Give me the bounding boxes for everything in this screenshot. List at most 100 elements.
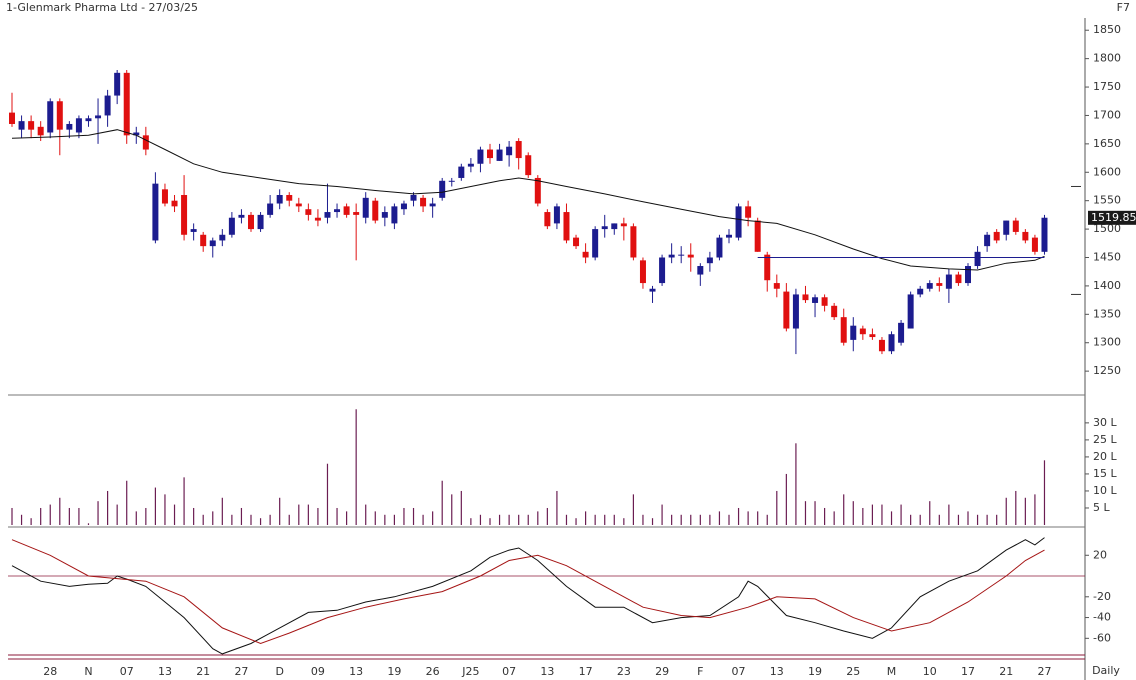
candle-body: [1012, 220, 1019, 232]
x-tick-label: 13: [158, 665, 172, 678]
x-tick-label: 29: [655, 665, 669, 678]
candle-body: [85, 118, 92, 122]
candle-body: [458, 166, 465, 178]
candle-body: [687, 254, 694, 258]
y-tick-label: 1800: [1093, 52, 1121, 65]
y-tick-label: 1700: [1093, 108, 1121, 121]
candle-body: [659, 257, 666, 284]
candle-body: [1031, 237, 1038, 252]
candle-body: [888, 334, 895, 352]
candle-body: [639, 260, 646, 284]
x-tick-label: 13: [349, 665, 363, 678]
y-tick-label: 1550: [1093, 194, 1121, 207]
candle-body: [238, 214, 245, 218]
candle-body: [611, 223, 618, 230]
x-tick-label: 07: [502, 665, 516, 678]
y-tick-label: -60: [1093, 631, 1111, 644]
y-tick-label: 25 L: [1093, 433, 1117, 446]
candle-body: [56, 101, 63, 130]
x-tick-label: N: [84, 665, 92, 678]
x-tick-label: 27: [234, 665, 248, 678]
candle-body: [267, 203, 274, 215]
candle-body: [773, 283, 780, 289]
candle-body: [353, 212, 360, 215]
y-tick-label: 1650: [1093, 137, 1121, 150]
candle-body: [142, 135, 149, 150]
candle-body: [917, 288, 924, 295]
candle-body: [515, 141, 522, 159]
candle-body: [477, 149, 484, 164]
candle-body: [334, 209, 341, 213]
candle-body: [754, 220, 761, 252]
x-tick-label: 10: [923, 665, 937, 678]
candle-body: [448, 180, 455, 182]
x-tick-label: 13: [770, 665, 784, 678]
candle-body: [295, 203, 302, 207]
candle-body: [831, 305, 838, 318]
candle-body: [487, 149, 493, 159]
shortcut-key: F7: [1117, 1, 1130, 14]
candle-body: [573, 237, 580, 247]
candle-body: [697, 266, 704, 275]
x-tick-label: M: [887, 665, 897, 678]
candle-body: [764, 254, 771, 281]
y-tick-label: 1500: [1093, 222, 1121, 235]
candle-body: [993, 231, 1000, 241]
candle-body: [859, 328, 866, 335]
x-tick-label: 17: [579, 665, 593, 678]
candle-body: [735, 206, 742, 238]
x-tick-label: F: [697, 665, 703, 678]
candle-body: [563, 212, 570, 241]
candle-body: [228, 217, 235, 235]
candle-body: [716, 237, 723, 258]
candle-body: [467, 163, 474, 167]
candle-body: [28, 121, 35, 130]
candle-body: [965, 266, 971, 284]
candle-body: [104, 95, 111, 116]
x-tick-label: 07: [120, 665, 134, 678]
y-tick-label: 20: [1093, 548, 1107, 561]
y-tick-label: 1750: [1093, 80, 1121, 93]
x-tick-label: 28: [43, 665, 57, 678]
candle-body: [47, 101, 54, 133]
candle-body: [314, 217, 321, 221]
x-tick-label: 26: [426, 665, 440, 678]
y-tick-label: 1400: [1093, 279, 1121, 292]
x-tick-label: D: [275, 665, 283, 678]
candle-body: [343, 206, 350, 215]
candle-body: [200, 234, 207, 247]
candle-body: [248, 214, 254, 230]
candle-body: [209, 240, 216, 247]
candle-body: [362, 197, 369, 218]
y-tick-label: 15 L: [1093, 467, 1117, 480]
candle-body: [592, 229, 599, 258]
candle-body: [955, 274, 962, 284]
candle-body: [161, 189, 168, 204]
candle-body: [123, 72, 130, 136]
y-tick-label: 1350: [1093, 307, 1121, 320]
period-label: Daily: [1092, 664, 1120, 677]
candle-body: [95, 115, 102, 119]
candle-body: [850, 325, 857, 340]
candle-body: [926, 283, 933, 289]
x-tick-label: 21: [196, 665, 210, 678]
chart-title: 1-Glenmark Pharma Ltd - 27/03/25: [6, 1, 198, 14]
candle-body: [525, 155, 532, 176]
candle-body: [974, 251, 981, 267]
x-tick-label: 07: [732, 665, 746, 678]
candle-body: [792, 294, 799, 329]
candle-body: [286, 195, 293, 201]
y-tick-label: 1600: [1093, 165, 1121, 178]
y-tick-label: 30 L: [1093, 416, 1117, 429]
last-price-box: [1088, 210, 1136, 225]
candle-body: [544, 212, 551, 227]
candle-body: [869, 334, 876, 338]
candle-body: [620, 223, 627, 227]
candle-body: [534, 177, 541, 204]
y-tick-label: 1300: [1093, 336, 1121, 349]
candle-body: [812, 297, 819, 303]
candle-body: [1041, 217, 1048, 252]
candle-body: [936, 283, 943, 286]
x-tick-label: 23: [617, 665, 631, 678]
candle-body: [410, 195, 417, 201]
